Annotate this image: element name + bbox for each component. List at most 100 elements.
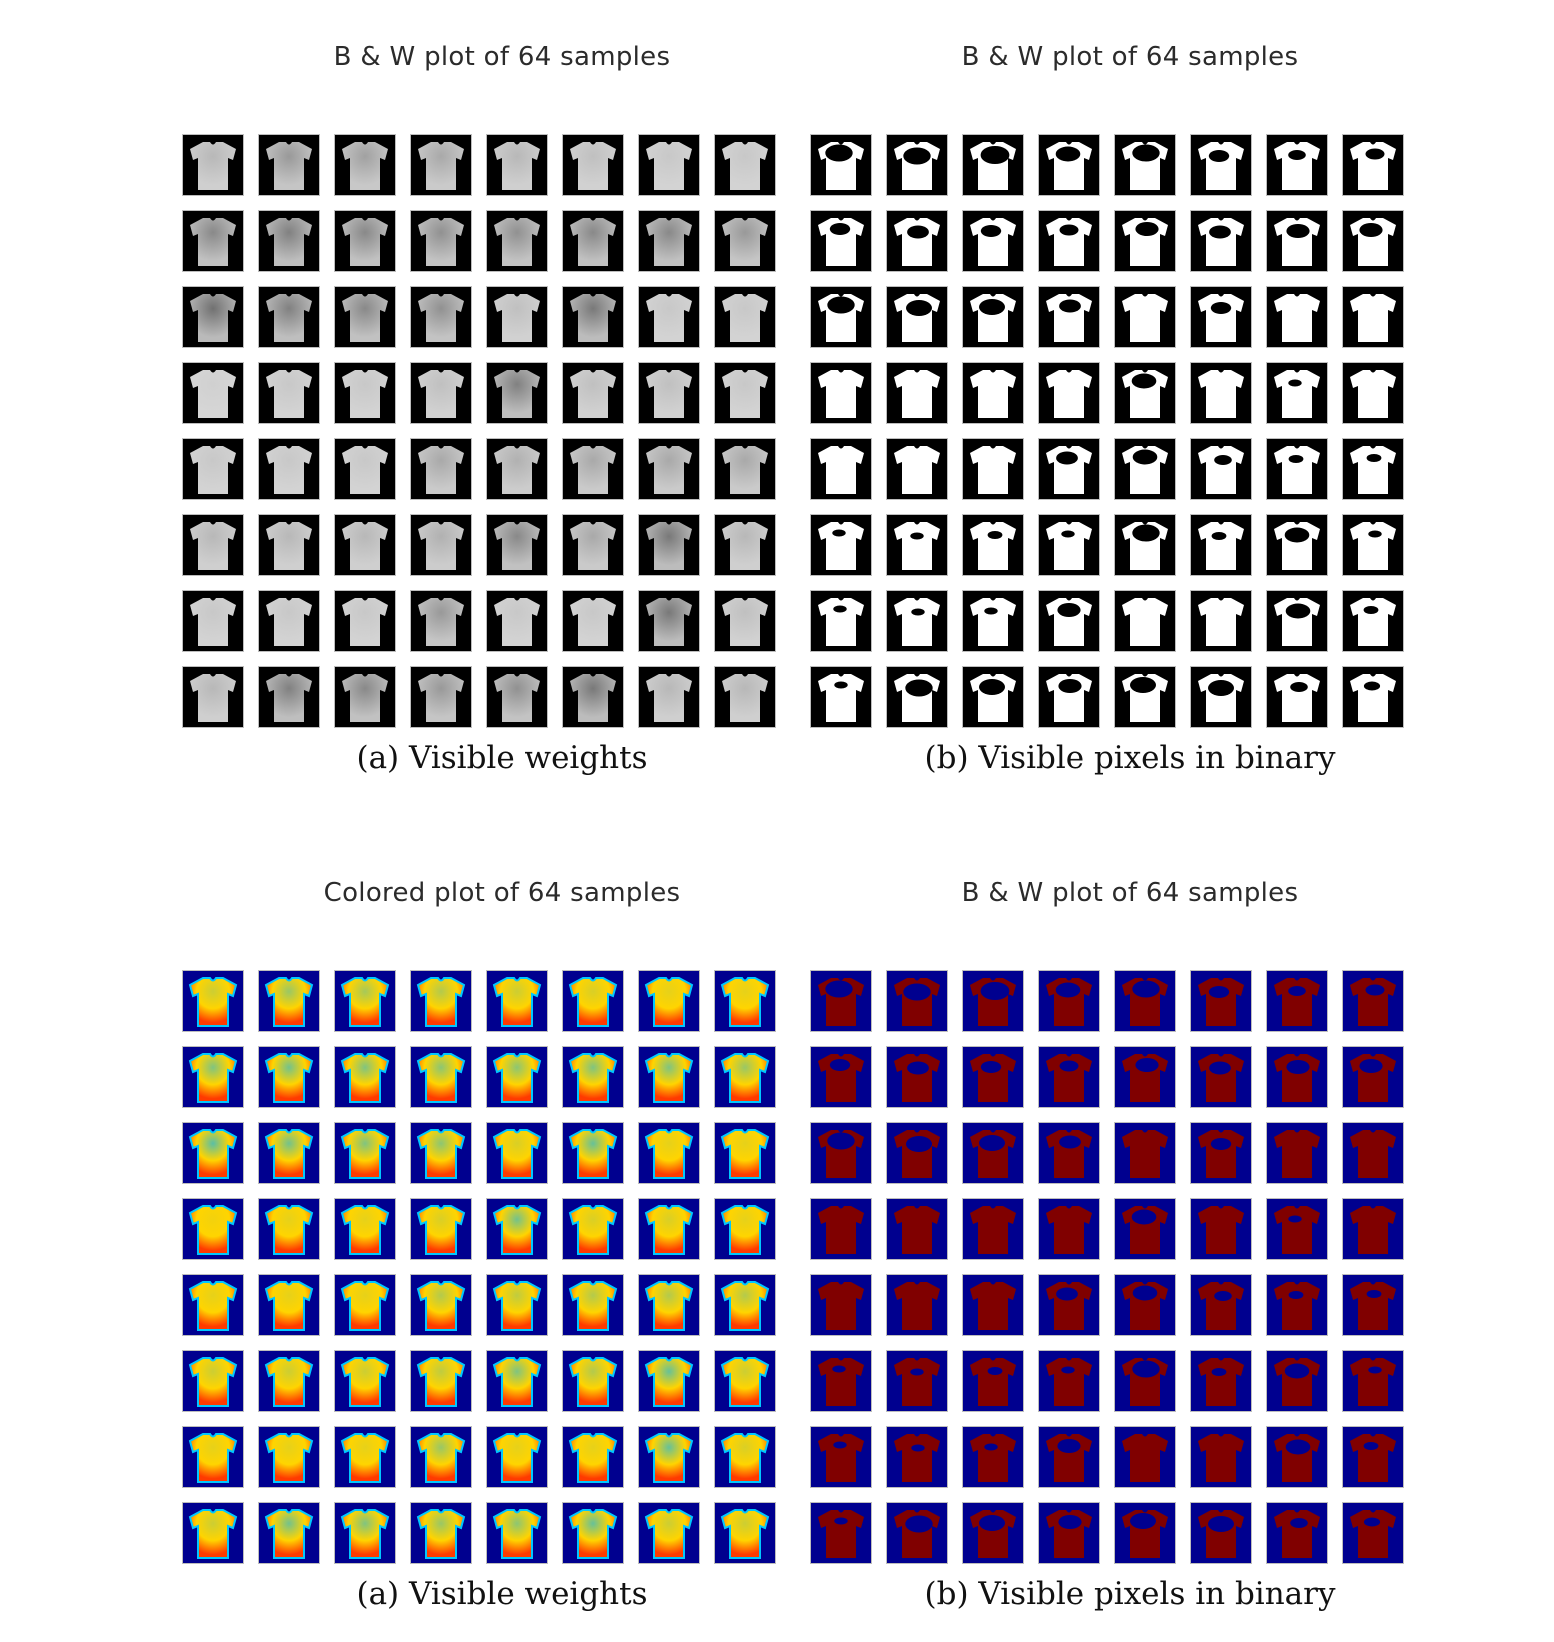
tshirt-sample-icon [1342,590,1404,652]
tshirt-sample-icon [562,514,624,576]
tshirt-sample-icon [886,514,948,576]
tshirt-sample-icon [562,1122,624,1184]
tshirt-sample-icon [486,438,548,500]
tshirt-sample-icon [334,134,396,196]
tshirt-sample-icon [486,590,548,652]
tshirt-sample-icon [334,514,396,576]
tshirt-sample-icon [258,286,320,348]
tshirt-sample-icon [486,362,548,424]
tshirt-sample-icon [962,1122,1024,1184]
tshirt-sample-icon [1114,514,1176,576]
tshirt-sample-icon [638,1426,700,1488]
tshirt-sample-icon [410,1502,472,1564]
tshirt-sample-icon [1342,1198,1404,1260]
tshirt-sample-icon [638,362,700,424]
tshirt-sample-icon [962,590,1024,652]
tshirt-sample-icon [258,134,320,196]
tshirt-sample-icon [410,134,472,196]
tshirt-sample-icon [334,362,396,424]
tshirt-sample-icon [1114,666,1176,728]
tshirt-sample-icon [886,1350,948,1412]
tshirt-sample-icon [962,1274,1024,1336]
tshirt-sample-icon [638,970,700,1032]
tshirt-sample-icon [1038,438,1100,500]
tshirt-sample-icon [562,1046,624,1108]
tshirt-sample-icon [1342,514,1404,576]
tshirt-sample-icon [486,210,548,272]
tshirt-sample-icon [1114,1426,1176,1488]
tshirt-sample-icon [714,514,776,576]
tshirt-sample-icon [486,1502,548,1564]
tshirt-sample-icon [638,1502,700,1564]
figure-caption: (b) Visible pixels in binary [924,1576,1336,1612]
tshirt-sample-icon [410,1350,472,1412]
panel-bw-weights: B & W plot of 64 samples (a) Visible wei… [182,42,822,782]
tshirt-sample-icon [334,438,396,500]
tshirt-sample-icon [714,438,776,500]
tshirt-sample-icon [886,134,948,196]
tshirt-sample-icon [1342,210,1404,272]
tshirt-sample-icon [714,1502,776,1564]
tshirt-sample-icon [1342,1502,1404,1564]
tshirt-sample-icon [562,1426,624,1488]
tshirt-sample-icon [714,1426,776,1488]
tshirt-sample-icon [562,438,624,500]
tshirt-sample-icon [182,1350,244,1412]
figure-caption: (b) Visible pixels in binary [924,740,1336,776]
tshirt-sample-icon [638,210,700,272]
tshirt-sample-icon [486,970,548,1032]
tshirt-sample-icon [1038,1046,1100,1108]
tshirt-sample-icon [714,1198,776,1260]
tshirt-sample-icon [886,1426,948,1488]
tshirt-sample-icon [1266,514,1328,576]
tshirt-sample-icon [258,1426,320,1488]
tshirt-sample-icon [258,1274,320,1336]
tshirt-sample-icon [486,1046,548,1108]
tshirt-sample-icon [886,590,948,652]
tshirt-sample-icon [1190,970,1252,1032]
tshirt-sample-icon [810,970,872,1032]
tshirt-sample-icon [1266,286,1328,348]
tshirt-sample-icon [886,1046,948,1108]
tshirt-sample-icon [1114,1274,1176,1336]
tshirt-sample-icon [1038,286,1100,348]
tshirt-sample-icon [1190,1502,1252,1564]
tshirt-sample-icon [562,1502,624,1564]
tshirt-sample-icon [962,286,1024,348]
tshirt-sample-icon [810,514,872,576]
tshirt-sample-icon [1266,1046,1328,1108]
panel-colored-weights: Colored plot of 64 samples (a) Visible w… [182,878,822,1618]
tshirt-sample-icon [714,1350,776,1412]
tshirt-sample-icon [886,286,948,348]
tshirt-sample-icon [486,1350,548,1412]
tshirt-sample-icon [1190,514,1252,576]
tshirt-sample-icon [886,970,948,1032]
tshirt-sample-icon [1190,1122,1252,1184]
tshirt-sample-icon [258,210,320,272]
tshirt-sample-icon [1038,1350,1100,1412]
tshirt-sample-icon [810,666,872,728]
tshirt-sample-icon [258,362,320,424]
tshirt-sample-icon [1114,438,1176,500]
figure-caption: (a) Visible weights [356,1576,648,1612]
tshirt-sample-icon [1038,1274,1100,1336]
tshirt-sample-icon [410,362,472,424]
tshirt-sample-icon [638,286,700,348]
tshirt-sample-icon [1266,438,1328,500]
tshirt-sample-icon [810,362,872,424]
tshirt-sample-icon [334,1426,396,1488]
plot-title: Colored plot of 64 samples [323,878,681,908]
tshirt-sample-icon [258,1046,320,1108]
tshirt-sample-icon [886,438,948,500]
tshirt-sample-icon [1266,362,1328,424]
tshirt-sample-icon [1266,1198,1328,1260]
tshirt-sample-icon [182,1046,244,1108]
tshirt-sample-icon [334,1502,396,1564]
tshirt-sample-icon [1342,1426,1404,1488]
tshirt-sample-icon [182,1122,244,1184]
tshirt-sample-icon [1190,1198,1252,1260]
tshirt-sample-icon [810,210,872,272]
tshirt-sample-icon [562,666,624,728]
tshirt-sample-icon [410,1122,472,1184]
tshirt-sample-icon [714,362,776,424]
